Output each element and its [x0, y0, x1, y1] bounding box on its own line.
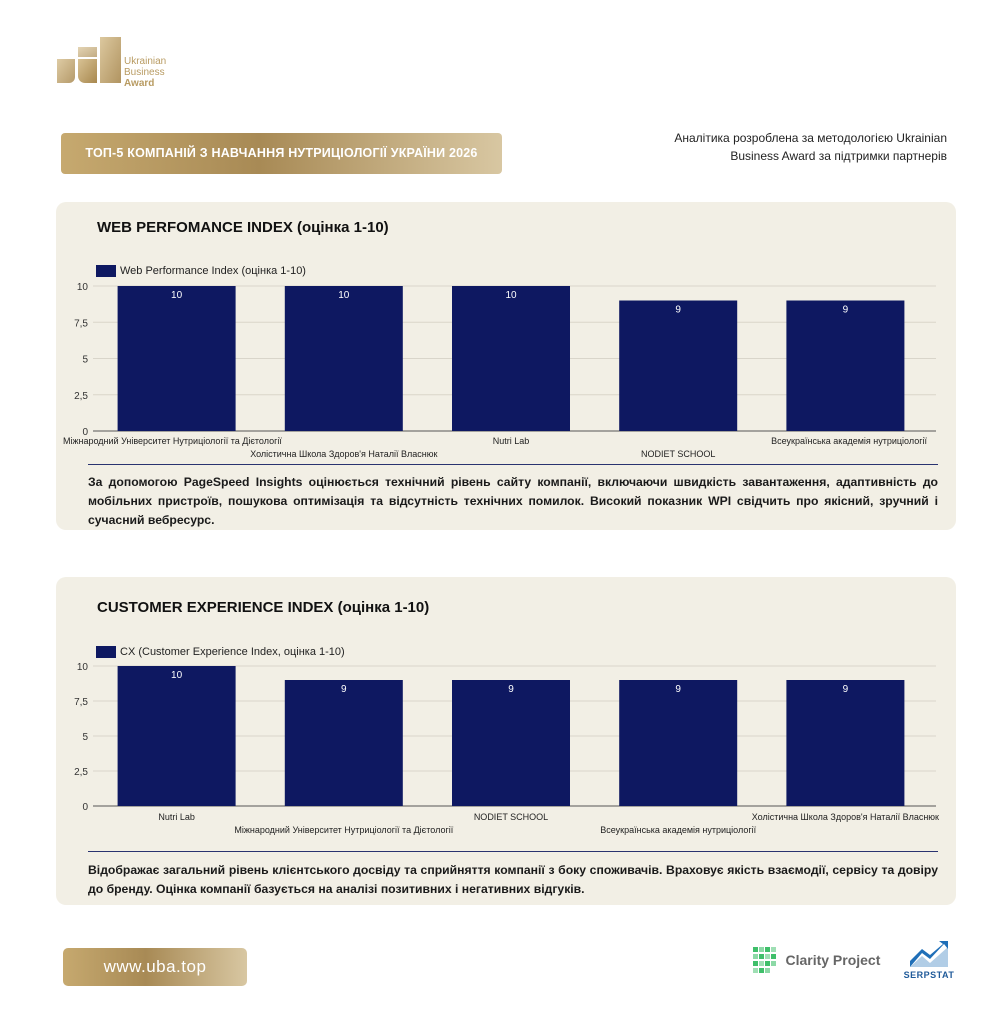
bar — [117, 286, 236, 431]
logo-line-2: Business — [124, 67, 165, 78]
website-link[interactable]: www.uba.top — [63, 948, 247, 986]
bar — [619, 300, 738, 431]
y-tick-label: 0 — [82, 802, 88, 813]
data-label: 10 — [171, 670, 183, 681]
wpi-legend: Web Performance Index (оцінка 1-10) — [96, 262, 306, 280]
x-tick-label: NODIET SCHOOL — [641, 449, 715, 459]
uba-logo-icon — [57, 37, 121, 83]
y-tick-label: 5 — [82, 355, 88, 366]
bar — [117, 666, 236, 806]
data-label: 9 — [508, 684, 514, 695]
data-label: 10 — [338, 290, 350, 301]
y-tick-label: 2,5 — [74, 391, 88, 402]
data-label: 9 — [843, 305, 849, 316]
page-title: ТОП-5 КОМПАНІЙ З НАВЧАННЯ НУТРИЦІОЛОГІЇ … — [61, 133, 502, 174]
x-tick-label: Холістична Школа Здоров'я Наталії Власню… — [250, 449, 437, 459]
methodology-note: Аналітика розроблена за методологією Ukr… — [674, 131, 947, 163]
cx-legend-label: CX (Customer Experience Index, оцінка 1-… — [120, 645, 345, 658]
serpstat-logo: SERPSTAT — [902, 941, 956, 981]
bar — [786, 680, 905, 806]
serpstat-chart-icon — [910, 941, 948, 967]
bar — [284, 286, 403, 431]
cx-chart-title: CUSTOMER EXPERIENCE INDEX (оцінка 1-10) — [97, 599, 430, 616]
x-tick-label: Всеукраїнська академія нутриціології — [771, 436, 927, 446]
data-label: 10 — [505, 290, 517, 301]
y-tick-label: 2,5 — [74, 767, 88, 778]
serpstat-label: SERPSTAT — [903, 970, 955, 980]
wpi-legend-label: Web Performance Index (оцінка 1-10) — [120, 264, 306, 277]
cx-description: Відображає загальний рівень клієнтського… — [88, 863, 938, 896]
data-label: 10 — [171, 290, 183, 301]
y-tick-label: 10 — [77, 662, 89, 673]
y-tick-label: 5 — [82, 732, 88, 743]
y-tick-label: 0 — [82, 427, 88, 438]
clarity-project-label: Clarity Project — [785, 952, 881, 968]
data-label: 9 — [675, 684, 681, 695]
data-label: 9 — [675, 305, 681, 316]
x-tick-label: Міжнародний Університет Нутриціології та… — [63, 436, 282, 446]
cx-legend-swatch — [96, 645, 116, 658]
cx-legend: CX (Customer Experience Index, оцінка 1-… — [96, 643, 345, 661]
wpi-description: За допомогою PageSpeed Insights оцінюєть… — [88, 475, 938, 527]
x-tick-label: Міжнародний Університет Нутриціології та… — [234, 825, 453, 835]
wpi-bar-chart: 0 2,5 5 7,5 10 10 Міжнародний Університет Нутр… — [63, 282, 936, 459]
y-tick-label: 7,5 — [74, 697, 88, 708]
x-tick-label: Nutri Lab — [493, 436, 530, 446]
wpi-chart-title: WEB PERFOMANCE INDEX (оцінка 1-10) — [97, 219, 389, 236]
x-tick-label: Всеукраїнська академія нутриціології — [600, 825, 756, 835]
data-label: 9 — [843, 684, 849, 695]
cx-divider — [88, 851, 938, 852]
x-tick-label: Холістична Школа Здоров'я Наталії Власню… — [752, 812, 939, 822]
data-label: 9 — [341, 684, 347, 695]
clarity-project-logo: Clarity Project — [753, 947, 880, 975]
wpi-divider — [88, 464, 938, 465]
logo: Ukrainian Business Award — [57, 37, 167, 92]
bar — [619, 680, 738, 806]
logo-line-1: Ukrainian — [124, 56, 167, 67]
bar — [786, 300, 905, 431]
y-tick-label: 10 — [77, 282, 89, 293]
y-tick-label: 7,5 — [74, 318, 88, 329]
x-tick-label: Nutri Lab — [158, 812, 195, 822]
x-tick-label: NODIET SCHOOL — [474, 812, 548, 822]
clarity-grid-icon — [753, 947, 776, 973]
bar — [284, 680, 403, 806]
logo-line-3: Award — [124, 78, 155, 89]
wpi-legend-swatch — [96, 264, 116, 277]
cx-bar-chart: 0 2,5 5 7,5 10 10 Nutri Lab 9 Міжнародний Універ… — [74, 662, 939, 835]
bar — [452, 680, 570, 806]
bar — [452, 286, 570, 431]
